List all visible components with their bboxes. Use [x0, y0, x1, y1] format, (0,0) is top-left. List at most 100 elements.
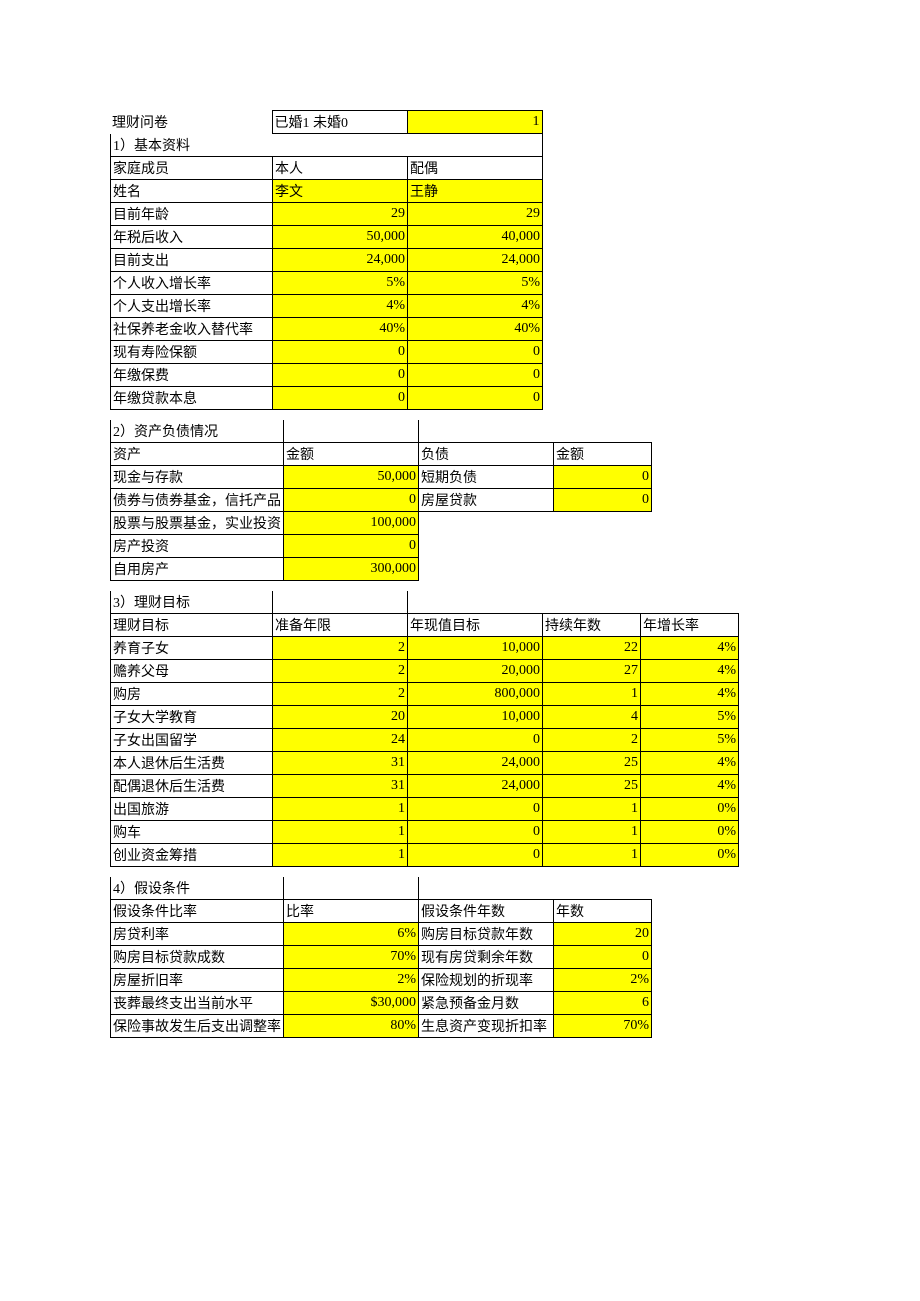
s3-growth[interactable]: 4% — [641, 752, 739, 775]
s3-pv-target[interactable]: 24,000 — [408, 752, 543, 775]
s4-years-label: 现有房贷剩余年数 — [419, 946, 554, 969]
s2-asset-label: 现金与存款 — [111, 466, 284, 489]
s3-prep-years[interactable]: 1 — [273, 821, 408, 844]
s3-prep-years[interactable]: 31 — [273, 775, 408, 798]
s3-duration[interactable]: 1 — [543, 821, 641, 844]
s1-row-spouse[interactable]: 40,000 — [408, 226, 543, 249]
s3-pv-target[interactable]: 24,000 — [408, 775, 543, 798]
s4-rate-value[interactable]: 2% — [284, 969, 419, 992]
s1-name-self[interactable]: 李文 — [273, 180, 408, 203]
marital-label: 已婚1 未婚0 — [272, 111, 407, 134]
s3-prep-years[interactable]: 2 — [273, 683, 408, 706]
s3-prep-years[interactable]: 2 — [273, 660, 408, 683]
s1-name-spouse[interactable]: 王静 — [408, 180, 543, 203]
s3-duration[interactable]: 4 — [543, 706, 641, 729]
s3-growth[interactable]: 0% — [641, 798, 739, 821]
s4-rate-label: 购房目标贷款成数 — [111, 946, 284, 969]
s3-duration[interactable]: 2 — [543, 729, 641, 752]
s3-pv-target[interactable]: 0 — [408, 821, 543, 844]
s1-row-spouse[interactable]: 24,000 — [408, 249, 543, 272]
s3-growth[interactable]: 5% — [641, 729, 739, 752]
s1-row-self[interactable]: 29 — [273, 203, 408, 226]
s4-rate-label: 保险事故发生后支出调整率 — [111, 1015, 284, 1038]
s2-h-asset: 资产 — [111, 443, 284, 466]
s3-duration[interactable]: 1 — [543, 844, 641, 867]
s3-duration[interactable]: 25 — [543, 752, 641, 775]
s1-row-spouse[interactable]: 40% — [408, 318, 543, 341]
s1-row-label: 个人收入增长率 — [111, 272, 273, 295]
s4-rate-label: 丧葬最终支出当前水平 — [111, 992, 284, 1015]
s1-row-label: 年税后收入 — [111, 226, 273, 249]
s2-asset-amount[interactable]: 300,000 — [284, 558, 419, 581]
s1-row-label: 现有寿险保额 — [111, 341, 273, 364]
s2-asset-amount[interactable]: 0 — [284, 535, 419, 558]
s1-row-self[interactable]: 4% — [273, 295, 408, 318]
s1-row-spouse[interactable]: 5% — [408, 272, 543, 295]
s4-years-value[interactable]: 6 — [554, 992, 652, 1015]
s4-years-value[interactable]: 20 — [554, 923, 652, 946]
s3-pv-target[interactable]: 0 — [408, 798, 543, 821]
s4-rate-value[interactable]: 70% — [284, 946, 419, 969]
s1-row-self[interactable]: 0 — [273, 387, 408, 410]
s3-growth[interactable]: 5% — [641, 706, 739, 729]
s3-pv-target[interactable]: 800,000 — [408, 683, 543, 706]
s4-years-label: 生息资产变现折扣率 — [419, 1015, 554, 1038]
s3-pv-target[interactable]: 10,000 — [408, 706, 543, 729]
s3-pv-target[interactable]: 20,000 — [408, 660, 543, 683]
s1-row-spouse[interactable]: 0 — [408, 364, 543, 387]
s1-row-self[interactable]: 0 — [273, 341, 408, 364]
s3-growth[interactable]: 0% — [641, 821, 739, 844]
s3-h-dur: 持续年数 — [543, 614, 641, 637]
s3-h-growth: 年增长率 — [641, 614, 739, 637]
s4-years-value[interactable]: 70% — [554, 1015, 652, 1038]
s4-years-label: 紧急预备金月数 — [419, 992, 554, 1015]
s2-asset-amount[interactable]: 0 — [284, 489, 419, 512]
s1-row-spouse[interactable]: 4% — [408, 295, 543, 318]
s1-row-label: 年缴贷款本息 — [111, 387, 273, 410]
s3-pv-target[interactable]: 10,000 — [408, 637, 543, 660]
s1-row-spouse[interactable]: 0 — [408, 341, 543, 364]
s1-row-self[interactable]: 50,000 — [273, 226, 408, 249]
s4-rate-value[interactable]: 6% — [284, 923, 419, 946]
s2-liab-amount[interactable]: 0 — [554, 466, 652, 489]
s3-duration[interactable]: 1 — [543, 683, 641, 706]
s3-duration[interactable]: 25 — [543, 775, 641, 798]
s2-h-amount1: 金额 — [284, 443, 419, 466]
s3-prep-years[interactable]: 1 — [273, 798, 408, 821]
s3-prep-years[interactable]: 24 — [273, 729, 408, 752]
s3-prep-years[interactable]: 31 — [273, 752, 408, 775]
s4-rate-value[interactable]: $30,000 — [284, 992, 419, 1015]
s1-row-self[interactable]: 0 — [273, 364, 408, 387]
s3-duration[interactable]: 22 — [543, 637, 641, 660]
s3-prep-years[interactable]: 2 — [273, 637, 408, 660]
s4-years-value[interactable]: 0 — [554, 946, 652, 969]
s3-pv-target[interactable]: 0 — [408, 729, 543, 752]
s3-growth[interactable]: 4% — [641, 775, 739, 798]
s1-row-spouse[interactable]: 0 — [408, 387, 543, 410]
s2-asset-amount[interactable]: 50,000 — [284, 466, 419, 489]
marital-value[interactable]: 1 — [407, 111, 542, 134]
s1-row-self[interactable]: 5% — [273, 272, 408, 295]
s3-prep-years[interactable]: 1 — [273, 844, 408, 867]
s3-duration[interactable]: 1 — [543, 798, 641, 821]
s3-growth[interactable]: 4% — [641, 660, 739, 683]
s2-liab-amount[interactable]: 0 — [554, 489, 652, 512]
s1-h-self: 本人 — [273, 157, 408, 180]
s1-h-member: 家庭成员 — [111, 157, 273, 180]
s3-pv-target[interactable]: 0 — [408, 844, 543, 867]
s4-rate-label: 房贷利率 — [111, 923, 284, 946]
s4-years-value[interactable]: 2% — [554, 969, 652, 992]
s1-row-spouse[interactable]: 29 — [408, 203, 543, 226]
s1-row-self[interactable]: 24,000 — [273, 249, 408, 272]
s3-duration[interactable]: 27 — [543, 660, 641, 683]
s4-rate-value[interactable]: 80% — [284, 1015, 419, 1038]
s3-prep-years[interactable]: 20 — [273, 706, 408, 729]
s1-row-self[interactable]: 40% — [273, 318, 408, 341]
s3-goal-label: 子女出国留学 — [111, 729, 273, 752]
s2-asset-amount[interactable]: 100,000 — [284, 512, 419, 535]
s1-row-label: 社保养老金收入替代率 — [111, 318, 273, 341]
s3-growth[interactable]: 4% — [641, 637, 739, 660]
s3-growth[interactable]: 4% — [641, 683, 739, 706]
s3-goal-label: 购房 — [111, 683, 273, 706]
s3-growth[interactable]: 0% — [641, 844, 739, 867]
